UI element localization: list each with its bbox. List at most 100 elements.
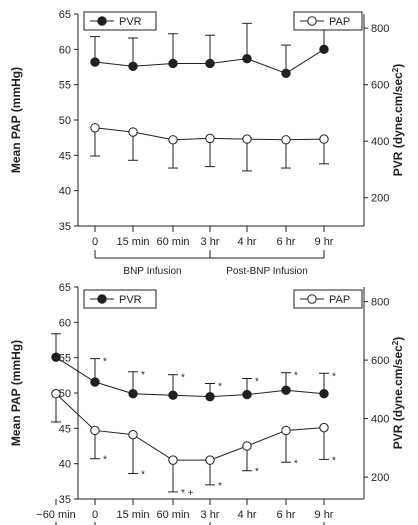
data-point (205, 133, 215, 144)
x-tick-label: 15 min (116, 236, 149, 248)
legend-pap: PAP (293, 11, 363, 31)
left-tick-label: 35 (59, 221, 71, 233)
significance-marker: * (332, 455, 336, 466)
right-axis-title-main: PVR (dyne.cm/sec (391, 72, 405, 176)
left-tick-label: 60 (59, 44, 71, 56)
data-point (128, 61, 138, 71)
data-point (90, 123, 100, 133)
x-tick-label: 0 (92, 509, 98, 521)
significance-marker: * (141, 370, 145, 381)
data-point (281, 135, 291, 145)
right-tick-label: 400 (371, 414, 389, 426)
segment-label: BNP Infusion (123, 266, 181, 277)
significance-marker: * (294, 458, 298, 469)
data-point (168, 390, 178, 400)
legend-label: PAP (329, 16, 350, 28)
right-tick-label: 600 (371, 355, 389, 367)
legend-label: PVR (119, 16, 142, 28)
x-tick-label: 9 hr (315, 236, 334, 248)
x-tick-label: 15 min (116, 509, 149, 521)
legend-marker (307, 294, 317, 304)
data-point (168, 455, 178, 465)
data-point (319, 44, 329, 55)
right-tick-label: 600 (371, 80, 389, 92)
data-point (51, 389, 61, 399)
segment-label: Post-BNP Infusion (226, 266, 308, 277)
chart-2: 35 40 45 50 55 60 65 200 400 600 800 Mean PAP (mmHg… (9, 282, 405, 525)
right-axis-title: PVR (dyne.cm/sec2) (391, 337, 406, 450)
data-point (242, 134, 252, 144)
left-tick-label: 40 (59, 186, 71, 198)
data-point (319, 134, 329, 144)
legend-pvr: PVR (83, 11, 157, 31)
legend-marker (97, 16, 107, 26)
left-tick-label: 45 (59, 423, 71, 435)
series-pvr: * * * * * * * (51, 333, 336, 402)
right-axis-title-end: ) (391, 64, 405, 68)
left-tick-label: 65 (59, 282, 71, 294)
x-tick-label: 6 hr (277, 236, 296, 248)
series-pap: * * * + * * * * (51, 389, 336, 499)
right-tick-label: 200 (371, 193, 389, 205)
data-point (319, 389, 329, 399)
x-tick-label: 3 hr (201, 509, 220, 521)
left-tick-label: 55 (59, 80, 71, 92)
right-tick-label: 800 (371, 297, 389, 309)
significance-marker: * (218, 381, 222, 392)
left-tick-label: 60 (59, 317, 71, 329)
significance-marker: * (103, 455, 107, 466)
significance-marker: * (218, 481, 222, 492)
series-line (55, 393, 325, 461)
data-point (281, 425, 291, 436)
right-tick-label: 400 (371, 136, 389, 148)
left-tick-label: 65 (59, 9, 71, 21)
data-point (281, 385, 291, 395)
legend-label: PVR (119, 294, 142, 306)
x-tick-label: 60 min (156, 509, 189, 521)
left-tick-label: 45 (59, 150, 71, 162)
data-point (90, 377, 100, 387)
data-point (90, 425, 100, 436)
series-line (55, 356, 325, 398)
legend-label: PAP (329, 294, 350, 306)
left-tick-label: 35 (59, 494, 71, 506)
left-axis-title: Mean PAP (mmHg) (9, 67, 23, 173)
data-point (281, 68, 291, 79)
x-tick-label: −60 min (36, 509, 75, 521)
chart-1: 35 40 45 50 55 60 65 200 400 600 800 Mean PAP (mmHg… (9, 9, 405, 277)
data-point (128, 429, 138, 440)
significance-marker: * (255, 377, 259, 388)
significance-marker: * (181, 373, 185, 384)
right-axis-title-superscript: 2 (391, 340, 400, 345)
data-point (242, 53, 252, 64)
x-tick-label: 3 hr (201, 236, 220, 248)
x-tick-label: 4 hr (238, 236, 257, 248)
legend-marker (307, 16, 317, 26)
right-axis-title-main: PVR (dyne.cm/sec (391, 345, 405, 449)
data-point (205, 58, 215, 69)
data-point (128, 389, 138, 399)
right-axis-title: PVR (dyne.cm/sec2) (391, 64, 406, 177)
legend-pap: PAP (293, 289, 363, 309)
left-tick-label: 40 (59, 459, 71, 471)
data-point (51, 352, 61, 362)
data-point (205, 391, 215, 402)
data-point (128, 127, 138, 137)
significance-marker: * (141, 470, 145, 481)
right-axis-title-end: ) (391, 337, 405, 341)
data-point (319, 422, 329, 433)
significance-marker: * (103, 357, 107, 368)
data-point (90, 57, 100, 67)
data-point (168, 135, 178, 145)
legend-marker (97, 294, 107, 304)
x-tick-label: 0 (92, 236, 98, 248)
significance-marker: * (255, 467, 259, 478)
x-tick-label: 4 hr (238, 509, 257, 521)
left-tick-label: 50 (59, 388, 71, 400)
right-axis-title-superscript: 2 (391, 67, 400, 72)
right-tick-label: 800 (371, 23, 389, 35)
data-point (242, 389, 252, 400)
data-point (205, 455, 215, 465)
right-tick-label: 200 (371, 472, 389, 484)
